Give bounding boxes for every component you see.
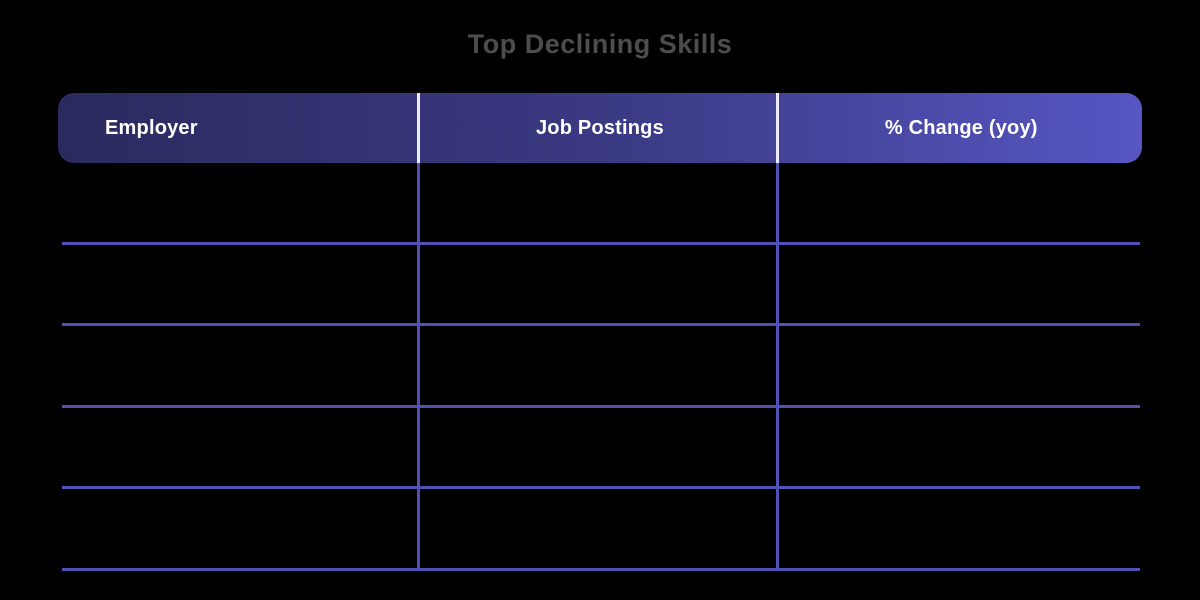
cell-employer xyxy=(62,408,450,487)
cell-pct-change xyxy=(795,489,1140,568)
cell-job-postings xyxy=(450,326,795,405)
cell-pct-change xyxy=(795,163,1140,242)
cell-employer xyxy=(62,326,450,405)
table-body xyxy=(58,163,1142,571)
cell-employer xyxy=(62,489,450,568)
cell-employer xyxy=(62,163,450,242)
table-row xyxy=(62,489,1140,571)
cell-employer xyxy=(62,245,450,324)
cell-job-postings xyxy=(450,163,795,242)
table-row xyxy=(62,326,1140,408)
page-title: Top Declining Skills xyxy=(467,29,733,59)
column-header-pct-change: % Change (yoy) xyxy=(884,116,1038,139)
header-divider xyxy=(417,93,420,163)
cell-pct-change xyxy=(795,408,1140,487)
cell-job-postings xyxy=(450,408,795,487)
cell-job-postings xyxy=(450,489,795,568)
column-header-job-postings: Job Postings xyxy=(535,116,664,139)
table-row xyxy=(62,163,1140,245)
table-row xyxy=(62,408,1140,489)
table-header: Employer Job Postings % Change (yoy) xyxy=(58,93,1142,163)
column-grid-line xyxy=(775,163,779,571)
column-header-employer: Employer xyxy=(105,116,198,139)
header-divider xyxy=(776,93,779,163)
cell-pct-change xyxy=(795,245,1140,324)
cell-job-postings xyxy=(450,245,795,324)
column-grid-line xyxy=(416,163,420,571)
cell-pct-change xyxy=(795,326,1140,405)
table-row xyxy=(62,245,1140,326)
